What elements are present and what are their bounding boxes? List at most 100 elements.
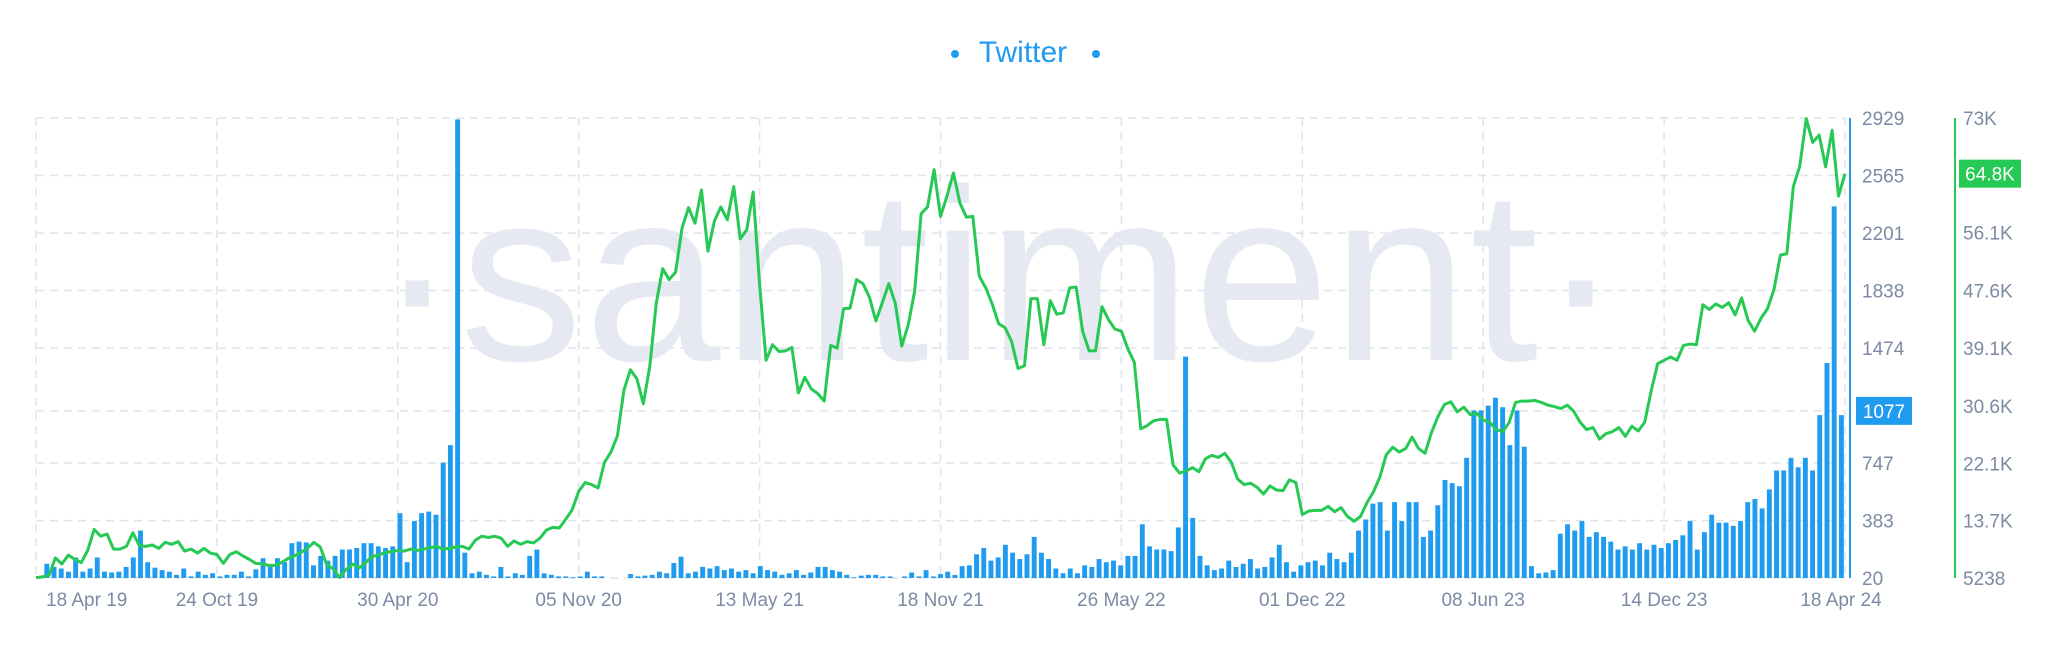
bar [130, 557, 136, 578]
bar [318, 555, 324, 578]
bar [945, 571, 951, 578]
bar [765, 570, 770, 578]
bar [1500, 407, 1506, 578]
bar [570, 577, 576, 578]
bar [1673, 540, 1679, 578]
bar [1204, 565, 1210, 578]
bar [563, 576, 569, 578]
bar [87, 568, 93, 578]
bar [94, 557, 100, 578]
bar [966, 565, 972, 578]
right-axis-current-label: 64.8K [1965, 165, 2015, 186]
bar [476, 571, 482, 578]
bar [1464, 457, 1470, 578]
bar [1507, 445, 1513, 578]
axes-layer: 2929 2565 2201 1838 1474 1077 747 383 20 73K 64.8K… [46, 109, 2021, 611]
bar [1478, 410, 1484, 578]
bar [757, 566, 763, 578]
bar [1485, 405, 1491, 578]
bar [700, 566, 706, 578]
left-axis-current-label: 1077 [1863, 402, 1905, 423]
bar [116, 571, 122, 578]
bar [274, 558, 280, 578]
bar [217, 576, 223, 578]
bar [1233, 566, 1239, 578]
bar [375, 546, 381, 578]
bar [51, 566, 57, 578]
bar [1471, 410, 1477, 578]
bar [1363, 519, 1369, 578]
bar [656, 571, 662, 578]
left-axis-tick-label: 747 [1862, 454, 1894, 475]
bar [671, 562, 677, 578]
legend[interactable]: Twitter [951, 36, 1100, 69]
bar [743, 570, 749, 578]
bar [1781, 470, 1787, 578]
bar [865, 574, 871, 578]
bar [952, 574, 958, 578]
bar [1658, 547, 1664, 578]
bar [693, 571, 698, 578]
bar [1694, 549, 1700, 578]
bar [123, 566, 129, 578]
bar [541, 573, 547, 578]
bar [1262, 566, 1268, 578]
bar [1810, 470, 1816, 578]
bar [1514, 410, 1520, 578]
bar [858, 575, 864, 578]
bar [188, 576, 194, 578]
bar [1046, 559, 1052, 578]
bar [512, 573, 518, 578]
bar [1586, 536, 1592, 578]
bar [1269, 557, 1275, 578]
bar [332, 555, 338, 578]
bar [1399, 521, 1405, 578]
bar [995, 557, 1001, 578]
bar [1629, 549, 1635, 578]
bar [484, 574, 489, 578]
line-series [35, 117, 1847, 580]
bar [1493, 397, 1498, 578]
left-axis-tick-label: 20 [1862, 569, 1883, 590]
bar [1824, 362, 1830, 578]
right-axis-tick-label: 47.6K [1963, 281, 2013, 302]
bar [1024, 554, 1030, 578]
bar [1831, 206, 1837, 578]
bar [1565, 524, 1570, 578]
left-axis-tick-label: 2929 [1862, 109, 1904, 130]
bar [527, 555, 533, 578]
bar [311, 565, 316, 578]
bar [1665, 543, 1671, 578]
x-axis-tick-label: 01 Dec 22 [1259, 590, 1346, 611]
bar [383, 547, 388, 578]
bar [58, 568, 64, 578]
bar [1017, 559, 1023, 578]
bar [1536, 573, 1542, 578]
bar [1147, 546, 1152, 578]
bar [498, 566, 504, 578]
bar [988, 560, 994, 578]
x-axis-tick-label: 24 Oct 19 [176, 590, 258, 611]
legend-dot-left [951, 50, 959, 58]
bar [1139, 524, 1145, 578]
bar [1615, 549, 1621, 578]
bar [577, 576, 583, 578]
bar [1154, 549, 1160, 578]
bar [1190, 517, 1196, 578]
bar [145, 562, 151, 578]
bar [1038, 552, 1044, 578]
bar [1247, 559, 1253, 578]
bar [1774, 470, 1779, 578]
bar [152, 567, 158, 578]
x-axis-tick-label: 08 Jun 23 [1441, 590, 1524, 611]
bar [1766, 489, 1772, 578]
bar [1240, 563, 1246, 578]
left-axis-tick-label: 1474 [1862, 339, 1905, 360]
bar [1226, 560, 1232, 578]
bar [303, 542, 309, 578]
x-axis-tick-label: 18 Apr 24 [1800, 590, 1882, 611]
right-axis-tick-label: 30.6K [1963, 397, 2013, 418]
bar [584, 571, 590, 578]
bar [1074, 573, 1080, 578]
bar [80, 571, 86, 578]
